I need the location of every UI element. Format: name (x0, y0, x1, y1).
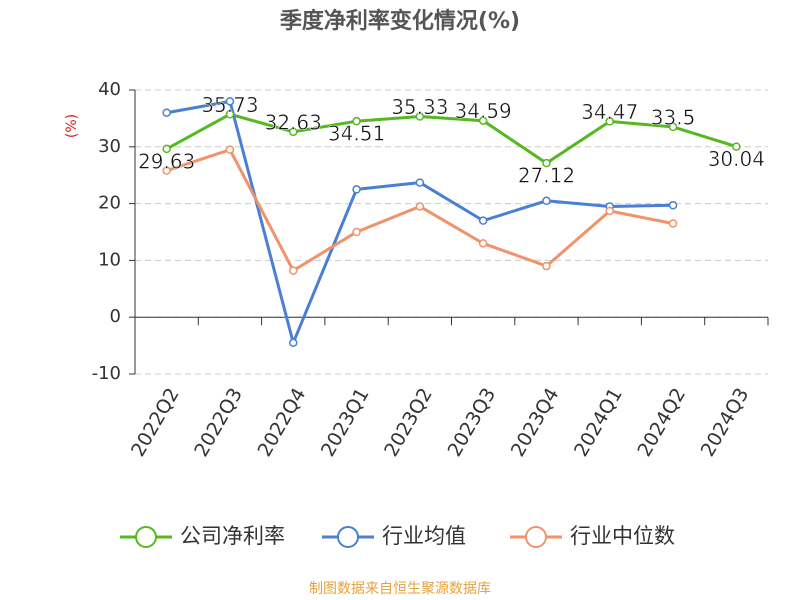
legend-label: 行业均值 (382, 524, 466, 548)
legend-marker (525, 526, 547, 548)
y-tick-label: -10 (92, 363, 121, 384)
data-point (289, 266, 298, 275)
data-point (478, 116, 488, 125)
data-label: 34.59 (455, 99, 512, 123)
x-tick-label: 2024Q1 (570, 384, 627, 460)
y-tick-label: 40 (98, 79, 121, 100)
data-point (668, 201, 678, 210)
data-point (162, 144, 171, 154)
data-point (225, 97, 235, 106)
data-label: 33.5 (651, 105, 696, 129)
y-tick-label: 0 (110, 306, 121, 327)
data-point (478, 239, 488, 248)
legend-marker (135, 526, 157, 548)
y-axis-label: (%) (64, 114, 80, 138)
x-tick-label: 2023Q4 (507, 384, 564, 460)
data-point (289, 338, 298, 348)
y-tick-label: 10 (98, 249, 121, 270)
data-point (415, 178, 425, 187)
y-tick-label: 30 (98, 136, 121, 157)
data-point (352, 227, 361, 237)
data-point (542, 196, 551, 206)
data-point (225, 145, 235, 154)
data-point (162, 166, 171, 175)
x-tick-label: 2024Q3 (697, 384, 754, 460)
series-line (165, 112, 737, 165)
y-tick-label: 20 (98, 193, 121, 214)
x-tick-label: 2023Q2 (380, 384, 437, 460)
data-point (415, 112, 425, 121)
data-label: 34.51 (328, 122, 385, 146)
data-point (668, 219, 678, 228)
source-note: 制图数据来自恒生聚源数据库 (309, 581, 491, 597)
legend-label: 行业中位数 (570, 524, 675, 548)
data-label: 35.33 (391, 95, 448, 119)
data-point (732, 142, 741, 151)
x-tick-label: 2022Q2 (127, 384, 184, 460)
data-label: 34.47 (581, 100, 638, 124)
data-point (352, 185, 361, 194)
data-point (478, 216, 488, 225)
data-label: 27.12 (518, 164, 575, 188)
x-tick-label: 2022Q3 (190, 384, 247, 460)
chart-title: 季度净利率变化情况(%) (280, 8, 520, 34)
data-point (542, 261, 551, 271)
data-point (605, 117, 614, 126)
data-point (542, 158, 551, 168)
data-label: 35.73 (201, 93, 258, 117)
data-point (668, 122, 678, 132)
legend-label: 公司净利率 (180, 524, 285, 548)
x-tick-label: 2024Q2 (633, 384, 690, 460)
data-label: 29.63 (138, 149, 195, 173)
data-point (352, 116, 361, 126)
data-point (415, 202, 425, 211)
data-point (605, 206, 614, 216)
data-point (289, 127, 298, 137)
legend-marker (337, 526, 359, 548)
data-label: 32.63 (265, 110, 322, 134)
x-tick-label: 2023Q3 (443, 384, 500, 460)
data-label: 30.04 (708, 147, 765, 171)
x-tick-label: 2023Q1 (317, 384, 374, 460)
x-tick-label: 2022Q4 (254, 384, 311, 460)
data-point (225, 110, 235, 119)
data-point (162, 108, 171, 117)
